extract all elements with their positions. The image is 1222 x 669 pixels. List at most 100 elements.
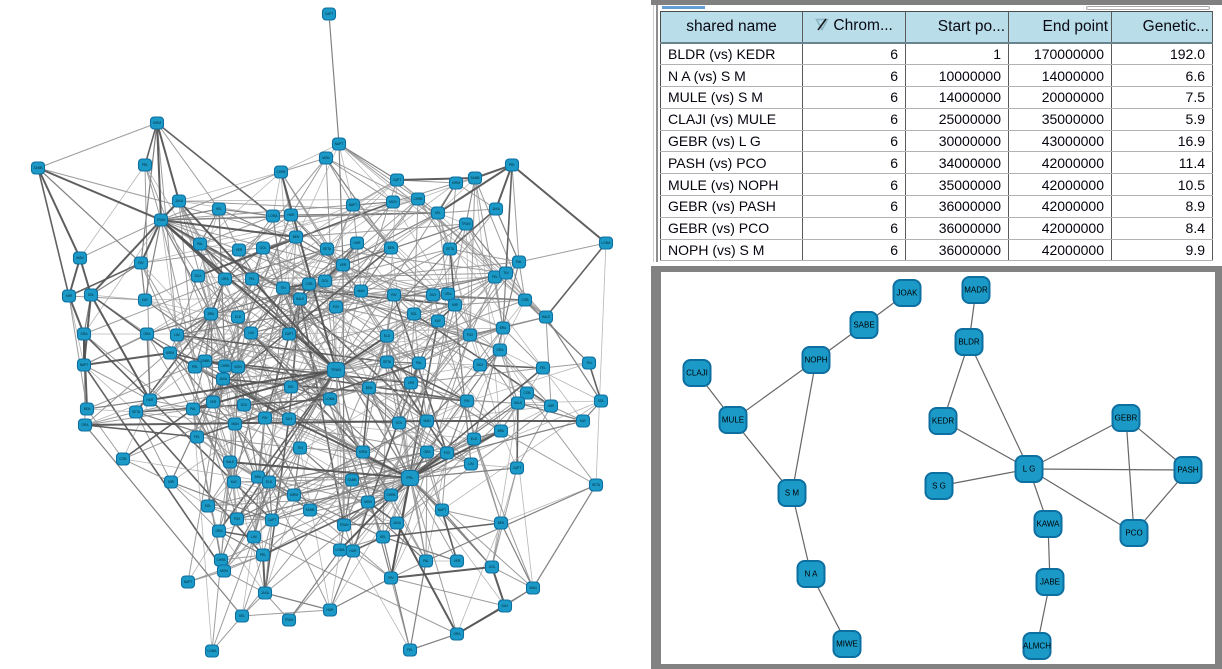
svg-text:CAPT: CAPT [393, 178, 402, 182]
svg-text:PASH: PASH [1177, 466, 1198, 475]
svg-text:LIM: LIM [468, 462, 474, 466]
svg-text:PAL: PAL [423, 559, 429, 563]
svg-text:SOL: SOL [411, 312, 418, 316]
svg-text:MAN: MAN [529, 586, 537, 590]
svg-text:NAPT: NAPT [80, 363, 89, 367]
svg-text:HUR: HUR [288, 213, 296, 217]
svg-text:TIN: TIN [503, 271, 509, 275]
svg-text:CAPT: CAPT [268, 518, 277, 522]
svg-text:KIRM: KIRM [290, 493, 298, 497]
svg-text:DUX: DUX [430, 293, 438, 297]
svg-text:CHRB: CHRB [386, 493, 395, 497]
svg-text:VER: VER [408, 381, 415, 385]
svg-text:CAPT: CAPT [325, 12, 334, 16]
svg-text:PRL: PRL [142, 163, 148, 167]
svg-text:SOL: SOL [88, 293, 95, 297]
svg-text:FEL: FEL [249, 277, 255, 281]
svg-text:RIV: RIV [391, 293, 397, 297]
svg-text:KEL: KEL [288, 385, 294, 389]
svg-text:KEL: KEL [380, 535, 386, 539]
svg-text:SAMB: SAMB [305, 508, 314, 512]
svg-text:ELD: ELD [384, 334, 391, 338]
svg-text:BEN: BEN [498, 521, 505, 525]
svg-text:BLDR: BLDR [958, 338, 980, 347]
svg-text:NAPT: NAPT [335, 142, 344, 146]
svg-text:LOMA: LOMA [335, 548, 345, 552]
svg-text:RIV: RIV [262, 416, 268, 420]
svg-text:GRA: GRA [144, 332, 152, 336]
svg-text:FEL: FEL [540, 366, 546, 370]
svg-text:LOMA: LOMA [325, 397, 335, 401]
svg-text:PAL: PAL [416, 361, 422, 365]
svg-text:BRU: BRU [208, 312, 215, 316]
svg-text:HUR: HUR [147, 398, 155, 402]
svg-text:SOL: SOL [205, 504, 212, 508]
svg-text:DUX: DUX [195, 274, 203, 278]
svg-text:KEL: KEL [216, 207, 222, 211]
svg-text:PRL: PRL [192, 365, 198, 369]
svg-text:CHRB: CHRB [413, 197, 422, 201]
svg-text:KAWA: KAWA [1037, 520, 1061, 529]
svg-text:KEL: KEL [239, 614, 245, 618]
svg-text:SETA: SETA [592, 483, 601, 487]
svg-text:PAL: PAL [197, 242, 203, 246]
svg-text:CAPT: CAPT [285, 332, 294, 336]
svg-text:ORA: ORA [454, 632, 462, 636]
svg-text:GRA: GRA [424, 450, 432, 454]
svg-text:DUX: DUX [286, 417, 294, 421]
svg-text:SAMB: SAMB [33, 166, 42, 170]
svg-text:PCO: PCO [1125, 529, 1142, 538]
svg-text:LIM: LIM [248, 331, 254, 335]
svg-text:S M: S M [785, 489, 800, 498]
svg-text:FOX: FOX [333, 305, 340, 309]
svg-text:ORA: ORA [82, 423, 90, 427]
svg-text:MIR: MIR [452, 303, 459, 307]
svg-text:RIV: RIV [138, 261, 144, 265]
svg-text:JAXA: JAXA [492, 207, 501, 211]
svg-text:TIN: TIN [586, 361, 592, 365]
svg-text:GOL: GOL [260, 246, 267, 250]
svg-text:BEN: BEN [293, 235, 300, 239]
svg-text:COB: COB [522, 298, 529, 302]
svg-text:L G: L G [1023, 465, 1036, 474]
svg-text:ELD: ELD [235, 315, 242, 319]
svg-text:ORA: ORA [222, 277, 230, 281]
svg-text:CHRB: CHRB [220, 364, 229, 368]
svg-text:ELD: ELD [471, 437, 478, 441]
svg-text:MIR: MIR [66, 294, 73, 298]
svg-text:FOX: FOX [467, 333, 474, 337]
svg-text:PRL: PRL [509, 163, 515, 167]
svg-text:GOL: GOL [322, 279, 329, 283]
svg-text:JOAK: JOAK [897, 289, 919, 298]
svg-text:SETA: SETA [383, 360, 392, 364]
svg-text:MON: MON [234, 365, 242, 369]
svg-text:VER: VER [236, 248, 243, 252]
svg-text:MON: MON [389, 200, 397, 204]
svg-text:BRU: BRU [255, 475, 262, 479]
svg-text:CHRB: CHRB [276, 170, 285, 174]
svg-text:KAY: KAY [142, 298, 149, 302]
svg-text:MADR: MADR [964, 286, 988, 295]
svg-text:TIN: TIN [280, 286, 286, 290]
svg-text:MAN: MAN [423, 419, 431, 423]
svg-text:TIN: TIN [297, 446, 303, 450]
svg-text:HALE: HALE [296, 297, 304, 301]
svg-text:CAPT: CAPT [513, 466, 522, 470]
svg-text:TRUN: TRUN [157, 218, 167, 222]
svg-text:BRU: BRU [500, 326, 507, 330]
svg-text:PAL: PAL [190, 407, 196, 411]
svg-text:FEL: FEL [194, 435, 200, 439]
svg-text:MAN: MAN [76, 256, 84, 260]
svg-text:PAL: PAL [516, 260, 522, 264]
svg-text:GRA: GRA [81, 332, 89, 336]
svg-text:N A: N A [805, 570, 819, 579]
svg-text:FEL: FEL [407, 648, 413, 652]
svg-text:KAY: KAY [580, 419, 587, 423]
svg-text:SABE: SABE [853, 321, 874, 330]
svg-text:SAMB: SAMB [470, 176, 479, 180]
svg-text:NAPT: NAPT [184, 580, 193, 584]
svg-text:MON: MON [220, 569, 228, 573]
svg-text:JAXA: JAXA [261, 591, 270, 595]
svg-text:HALE: HALE [542, 315, 550, 319]
svg-text:HUR: HUR [327, 608, 335, 612]
